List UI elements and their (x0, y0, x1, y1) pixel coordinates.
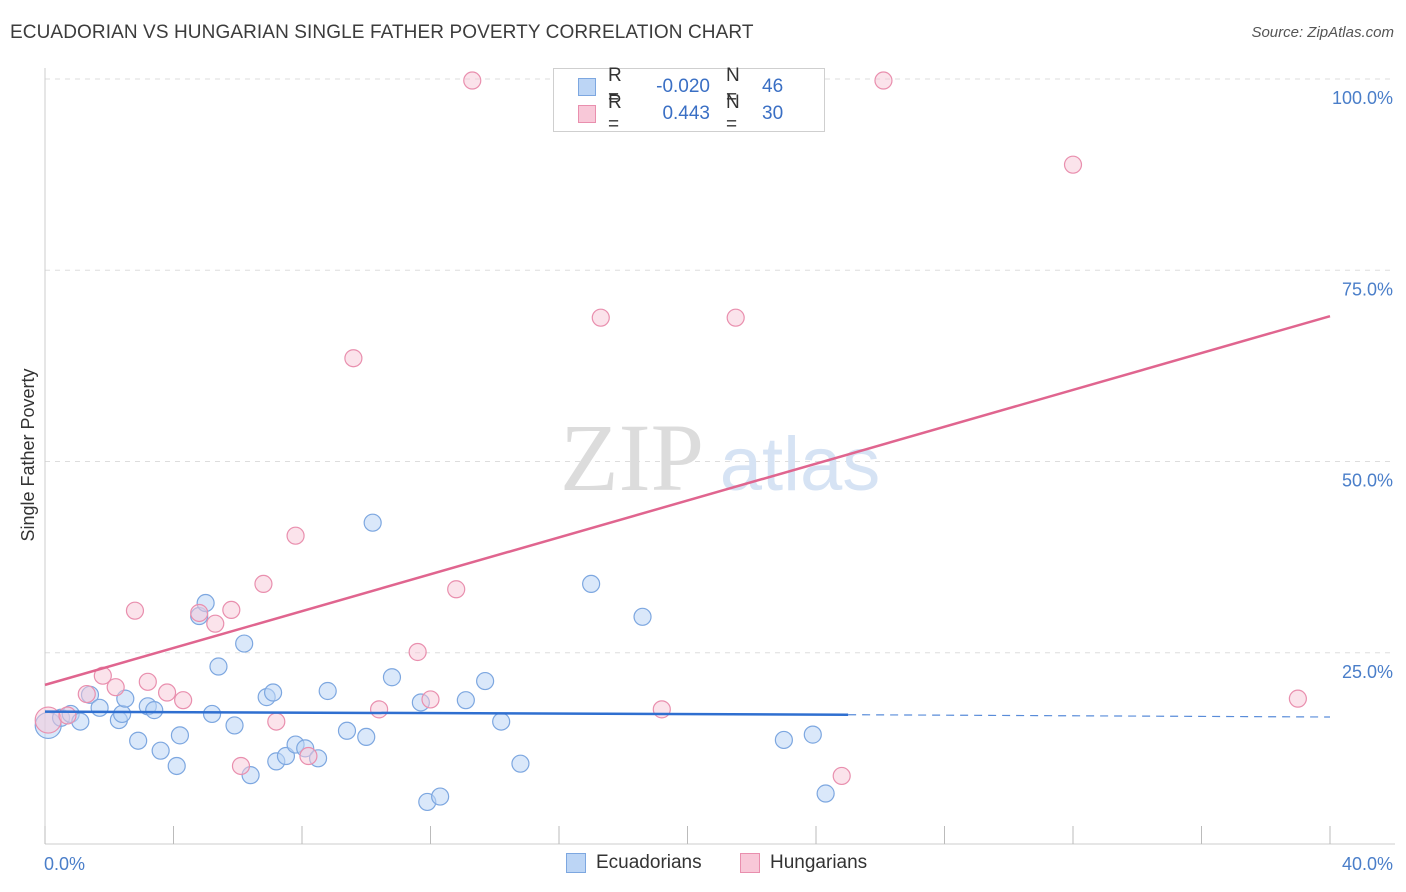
legend-r-value: -0.020 (656, 76, 710, 97)
hungarian-point (58, 706, 77, 725)
ecuadorian-point (209, 657, 228, 676)
x-tick-labels: 0.0% 40.0% (44, 854, 1393, 874)
hungarian-point (138, 672, 157, 691)
hungarian-point (157, 683, 177, 702)
hungarian-point (447, 580, 466, 599)
bottom-legend-ecuadorians: Ecuadorians (566, 852, 702, 874)
ecuadorians-trend-line (44, 710, 849, 716)
hungarian-point (190, 603, 209, 623)
ecuadorian-point (633, 607, 652, 626)
ecuadorian-point (431, 787, 450, 806)
ecuadorian-point (167, 756, 186, 776)
ecuadorian-point (337, 721, 357, 740)
ecuadorian-point (129, 731, 148, 750)
trend-lines (44, 314, 1331, 718)
hungarian-point (77, 684, 96, 704)
ecuadorian-point (357, 727, 376, 747)
ecuadorian-point (112, 704, 132, 724)
bottom-legend-hungarians: Hungarians (740, 852, 867, 874)
bottom-swatch-pink (740, 853, 760, 873)
ecuadorian-point (90, 698, 109, 717)
hungarian-point (286, 526, 305, 545)
ecuadorian-point (318, 681, 337, 701)
chart-title: ECUADORIAN VS HUNGARIAN SINGLE FATHER PO… (10, 22, 754, 43)
hungarian-point (299, 746, 318, 766)
hungarian-point (370, 700, 389, 719)
correlation-legend: R = -0.020 N = 46 R = 0.443 N = 30 (553, 65, 825, 135)
ecuadorian-point (803, 725, 822, 744)
watermark-zip: ZIP (560, 404, 704, 511)
hungarian-point (1288, 689, 1307, 708)
hungarian-point (591, 308, 610, 327)
bottom-legend-label: Ecuadorians (596, 852, 702, 873)
hungarian-point (726, 308, 745, 327)
hungarian-point (652, 700, 671, 719)
legend-n-label: N = (726, 65, 740, 108)
ecuadorian-point (145, 701, 164, 720)
legend-r-label: R = (608, 92, 622, 135)
ecuadorian-point (225, 716, 244, 735)
ecuadorian-point (582, 574, 601, 594)
ecuadorian-point (456, 691, 475, 710)
hungarians-points (34, 71, 1307, 786)
bottom-swatch-blue (566, 853, 586, 873)
watermark-atlas: atlas (720, 422, 881, 507)
ecuadorian-point (363, 513, 382, 532)
legend-swatch-blue (578, 78, 596, 96)
ecuadorian-point (476, 671, 495, 691)
hungarian-point (832, 766, 851, 786)
hungarian-point (174, 691, 193, 710)
ecuadorian-point (492, 712, 511, 731)
hungarian-point (1063, 155, 1083, 174)
ecuadorian-point (151, 741, 170, 760)
hungarian-point (106, 678, 125, 697)
grid-lines (45, 78, 1395, 654)
legend-n-label: N = (726, 92, 740, 135)
hungarian-point (222, 600, 241, 620)
hungarian-point (408, 642, 427, 662)
hungarian-point (231, 756, 251, 776)
y-tick-label: 50.0% (1342, 471, 1393, 491)
y-tick-labels: 25.0% 50.0% 75.0% 100.0% (1332, 88, 1393, 682)
x-tick-label: 0.0% (44, 854, 85, 874)
watermark: ZIP atlas (560, 404, 880, 511)
hungarian-point (463, 71, 482, 90)
legend-n-value: 46 (762, 76, 784, 97)
source-label: Source: ZipAtlas.com (1251, 24, 1394, 41)
ecuadorian-point (170, 726, 190, 745)
y-tick-label: 100.0% (1332, 88, 1393, 108)
legend-r-value: 0.443 (662, 103, 710, 124)
ecuadorian-point (774, 730, 793, 750)
legend-n-value: 30 (762, 103, 784, 124)
hungarian-point (267, 712, 286, 731)
legend-swatch-pink (578, 105, 596, 123)
hungarian-point (344, 349, 363, 368)
hungarian-point (254, 574, 273, 594)
ecuadorian-point (235, 634, 254, 653)
y-tick-label: 75.0% (1342, 279, 1393, 299)
legend-row-hungarians: R = 0.443 N = 30 (578, 92, 784, 135)
hungarian-point (125, 601, 145, 620)
x-tick-label: 40.0% (1342, 854, 1393, 874)
ecuadorian-point (511, 754, 530, 773)
ecuadorian-point (202, 704, 222, 724)
legend-row-ecuadorians: R = -0.020 N = 46 (578, 65, 784, 108)
ecuadorians-trend-extension (848, 714, 1331, 718)
ecuadorian-point (816, 784, 835, 803)
y-axis-label: Single Father Poverty (18, 368, 38, 541)
legend-r-label: R = (608, 65, 622, 108)
hungarian-point (421, 690, 440, 709)
ecuadorians-points (34, 513, 835, 812)
hungarian-point (874, 71, 893, 90)
hungarians-trend-line (44, 314, 1331, 687)
hungarian-point (206, 614, 225, 633)
ecuadorian-point (263, 683, 283, 702)
ecuadorian-point (382, 668, 402, 687)
y-tick-label: 25.0% (1342, 662, 1393, 682)
bottom-legend-label: Hungarians (770, 852, 868, 873)
